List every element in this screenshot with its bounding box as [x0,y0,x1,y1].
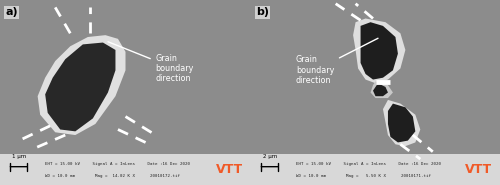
Text: Grain
boundary
direction: Grain boundary direction [108,42,194,83]
Polygon shape [373,83,388,96]
Text: 2 μm: 2 μm [262,154,277,159]
Text: Grain
boundary
direction: Grain boundary direction [296,38,378,85]
Text: b): b) [256,7,269,17]
FancyBboxPatch shape [0,154,251,185]
FancyBboxPatch shape [0,0,251,154]
Text: VTT: VTT [216,163,244,176]
Text: WD = 10.0 mm        Mag =   5.50 K X      20010171.tif: WD = 10.0 mm Mag = 5.50 K X 20010171.tif [296,174,431,179]
Polygon shape [370,81,393,98]
Text: 1 μm: 1 μm [12,154,26,159]
Polygon shape [388,104,415,142]
Text: EHT = 15.00 kV     Signal A = InLens     Date :16 Dec 2020: EHT = 15.00 kV Signal A = InLens Date :1… [296,162,441,166]
Text: VTT: VTT [466,163,492,176]
Text: EHT = 15.00 kV     Signal A = InLens     Date :16 Dec 2020: EHT = 15.00 kV Signal A = InLens Date :1… [45,162,190,166]
Polygon shape [383,100,420,146]
Text: a): a) [5,7,18,17]
Polygon shape [360,22,398,80]
Polygon shape [45,43,116,131]
FancyBboxPatch shape [251,0,500,154]
FancyBboxPatch shape [251,154,500,185]
Text: WD = 10.0 mm        Mag =  14.02 K X      20010172.tif: WD = 10.0 mm Mag = 14.02 K X 20010172.ti… [45,174,180,179]
Polygon shape [38,35,126,135]
Polygon shape [353,18,406,83]
